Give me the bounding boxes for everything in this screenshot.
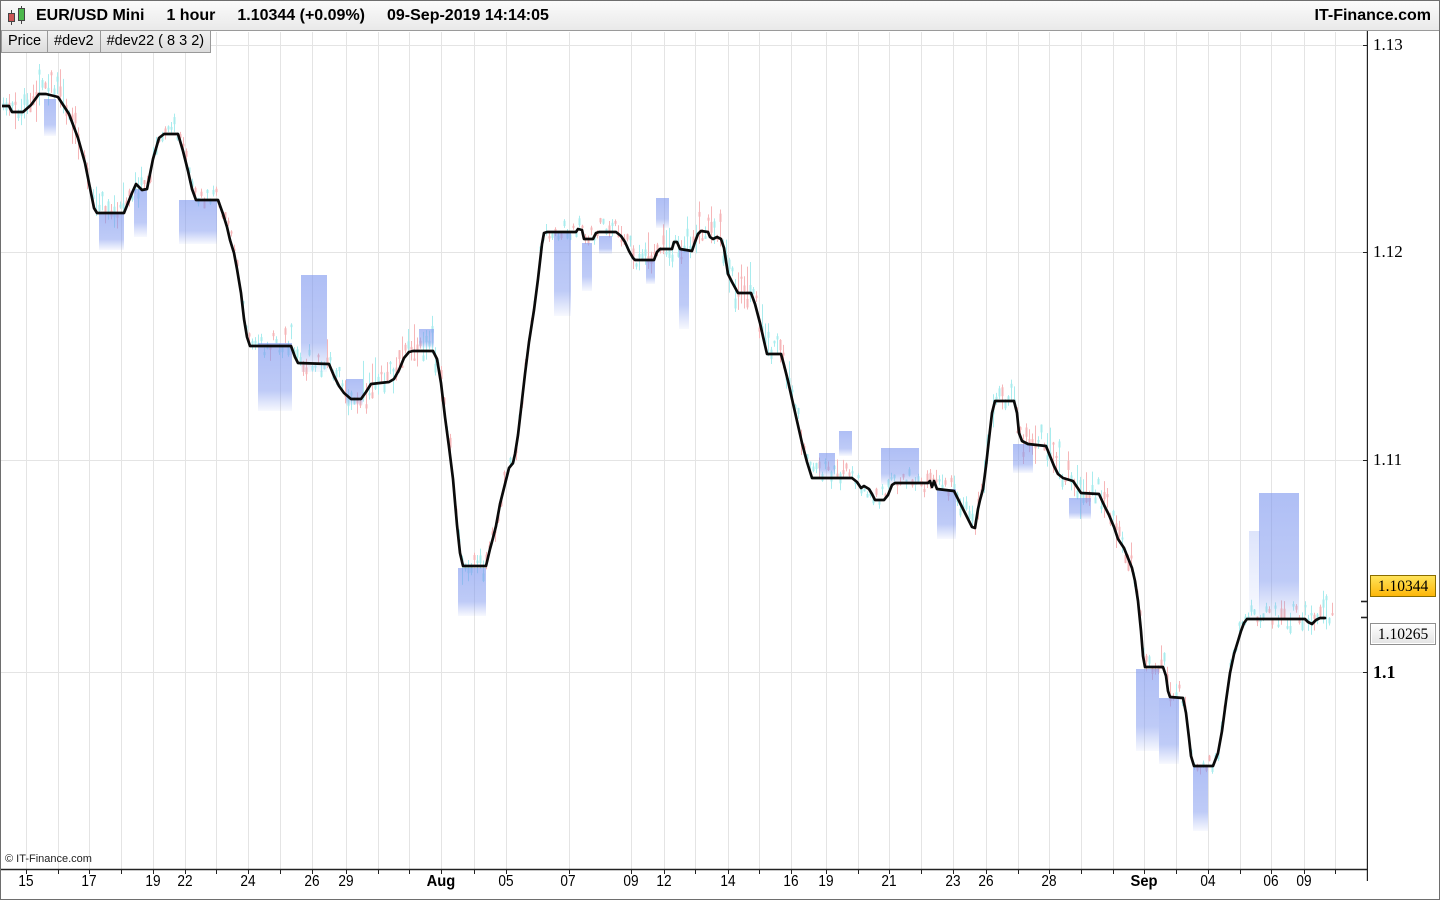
- copyright-watermark: © IT-Finance.com: [5, 853, 92, 865]
- tab-price[interactable]: Price: [1, 31, 49, 53]
- date-tick-label: 28: [1041, 873, 1057, 890]
- date-tick-label: 21: [881, 873, 897, 890]
- highlight-box: [1193, 767, 1208, 831]
- highlight-box: [419, 329, 434, 348]
- date-tick-label: 17: [81, 873, 97, 890]
- highlight-box: [179, 200, 217, 244]
- price-level-marker: 1.10265: [1370, 623, 1436, 645]
- highlight-box: [346, 379, 363, 405]
- axis-lines: [1, 31, 1368, 881]
- highlight-box: [646, 261, 655, 284]
- date-tick-label: 19: [145, 873, 161, 890]
- last-price-marker: 1.10344: [1370, 575, 1436, 597]
- highlight-box: [1013, 444, 1033, 473]
- highlight-box: [99, 214, 124, 250]
- highlight-boxes: [44, 99, 1299, 831]
- highlight-box: [44, 99, 56, 136]
- highlight-box: [1136, 669, 1159, 751]
- indicator-line-layer: [2, 92, 1327, 768]
- chart-canvas[interactable]: [1, 31, 1368, 889]
- date-tick-label: 09: [1296, 873, 1312, 890]
- highlight-box: [1249, 531, 1260, 619]
- highlight-box: [134, 189, 147, 237]
- date-tick-label: 15: [18, 873, 34, 890]
- datetime-label: 09-Sep-2019 14:14:05: [387, 6, 549, 24]
- symbol-title: EUR/USD Mini: [36, 6, 145, 24]
- date-tick-label: Sep: [1130, 873, 1158, 890]
- chart-plot-area[interactable]: © IT-Finance.com: [1, 31, 1368, 881]
- highlight-box: [554, 233, 571, 316]
- date-tick-label: 05: [498, 873, 514, 890]
- date-tick-label: 09: [623, 873, 639, 890]
- date-tick-label: 07: [560, 873, 576, 890]
- candlestick-icon: [6, 5, 30, 27]
- indicator-tabs: Price #dev2 #dev22 ( 8 3 2): [1, 31, 212, 53]
- highlight-box: [258, 343, 292, 411]
- highlight-box: [819, 453, 835, 477]
- gridlines: [1, 32, 1367, 869]
- date-tick-label: 12: [656, 873, 672, 890]
- title-bar: EUR/USD Mini 1 hour 1.10344 (+0.09%) 09-…: [1, 1, 1439, 31]
- price-tick-label: 1.1: [1373, 662, 1396, 682]
- tab-dev22832[interactable]: #dev22 ( 8 3 2): [100, 31, 212, 53]
- date-tick-label: 06: [1263, 873, 1279, 890]
- candles-layer: [2, 64, 1334, 775]
- highlight-box: [599, 236, 612, 254]
- timeframe-label: 1 hour: [166, 6, 216, 24]
- price-tick-label: 1.11: [1373, 450, 1403, 469]
- date-tick-label: 14: [720, 873, 736, 890]
- highlight-box: [937, 489, 956, 539]
- highlight-box: [656, 198, 669, 228]
- brand-label: IT-Finance.com: [1314, 6, 1431, 24]
- highlight-box: [839, 431, 852, 456]
- date-tick-label: 29: [338, 873, 354, 890]
- price-tick-label: 1.13: [1373, 35, 1403, 54]
- date-tick-label: 24: [240, 873, 256, 890]
- date-tick-label: 23: [945, 873, 961, 890]
- quote-label: 1.10344 (+0.09%): [237, 6, 365, 24]
- highlight-box: [458, 568, 486, 616]
- date-tick-label: 26: [304, 873, 320, 890]
- tab-dev2[interactable]: #dev2: [48, 31, 101, 53]
- indicator-line: [2, 92, 1327, 768]
- price-tick-label: 1.12: [1373, 242, 1403, 261]
- date-tick-label: 19: [818, 873, 834, 890]
- highlight-box: [1069, 498, 1091, 519]
- highlight-box: [1159, 698, 1179, 764]
- highlight-box: [679, 249, 689, 329]
- highlight-box: [582, 243, 592, 291]
- highlight-box: [1259, 493, 1299, 619]
- date-tick-label: 26: [978, 873, 994, 890]
- date-tick-label: 04: [1200, 873, 1216, 890]
- date-tick-label: 22: [177, 873, 193, 890]
- highlight-box: [301, 275, 327, 372]
- date-tick-label: Aug: [426, 873, 456, 890]
- highlight-box: [881, 448, 919, 485]
- date-tick-label: 16: [783, 873, 799, 890]
